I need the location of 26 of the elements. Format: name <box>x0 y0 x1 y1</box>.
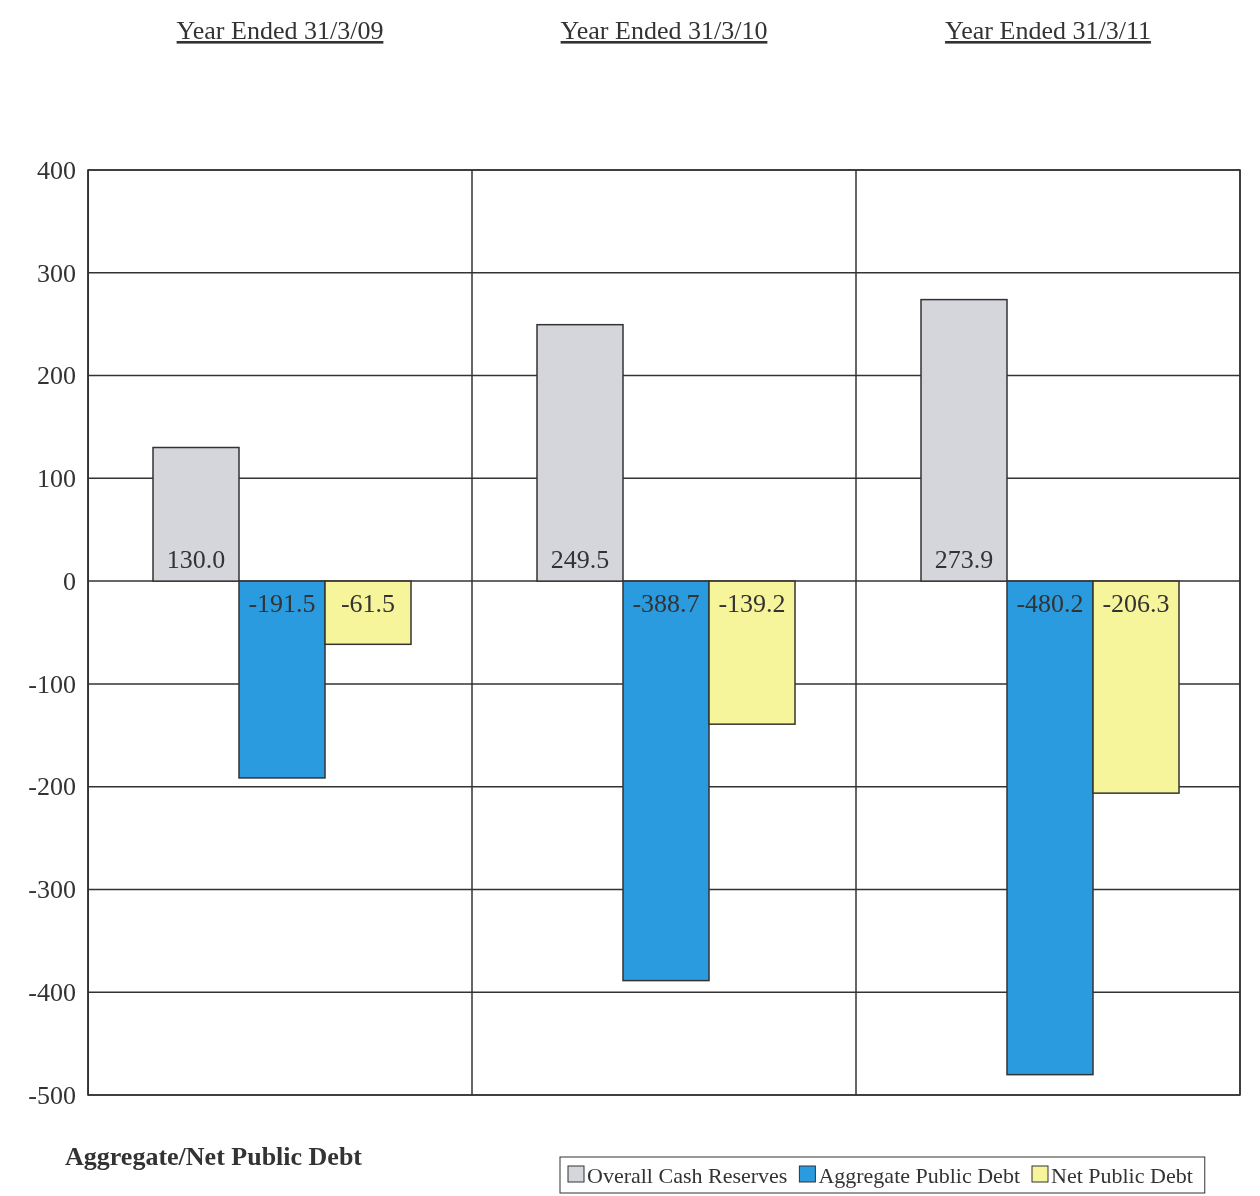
y-tick-label: 200 <box>37 361 76 391</box>
y-tick-label: 400 <box>37 155 76 185</box>
data-label: -480.2 <box>1016 589 1084 619</box>
legend-label: Net Public Debt <box>1051 1163 1193 1188</box>
y-tick-label: -100 <box>28 669 76 699</box>
y-tick-label: 300 <box>37 258 76 288</box>
y-tick-label: -200 <box>28 772 76 802</box>
y-tick-label: -300 <box>28 875 76 905</box>
data-label: 130.0 <box>166 545 226 575</box>
data-label: -191.5 <box>248 589 316 619</box>
data-label: 273.9 <box>934 545 994 575</box>
data-label: 249.5 <box>550 545 610 575</box>
y-tick-label: 100 <box>37 464 76 494</box>
data-label: -139.2 <box>718 589 786 619</box>
legend-label: Overall Cash Reserves <box>587 1163 788 1188</box>
y-tick-label: -400 <box>28 978 76 1008</box>
legend-label: Aggregate Public Debt <box>818 1163 1020 1188</box>
y-tick-label: 0 <box>63 566 76 596</box>
x-tick-label: Year Ended 31/3/10 <box>560 16 768 45</box>
x-tick-label: Year Ended 31/3/09 <box>176 16 384 45</box>
data-label: -388.7 <box>632 589 700 619</box>
y-tick-label: -500 <box>28 1080 76 1110</box>
data-label: -61.5 <box>340 589 396 619</box>
x-tick-label: Year Ended 31/3/11 <box>945 16 1151 45</box>
data-label: -206.3 <box>1102 589 1170 619</box>
text: Aggregate/Net Public Debt <box>65 1142 363 1171</box>
